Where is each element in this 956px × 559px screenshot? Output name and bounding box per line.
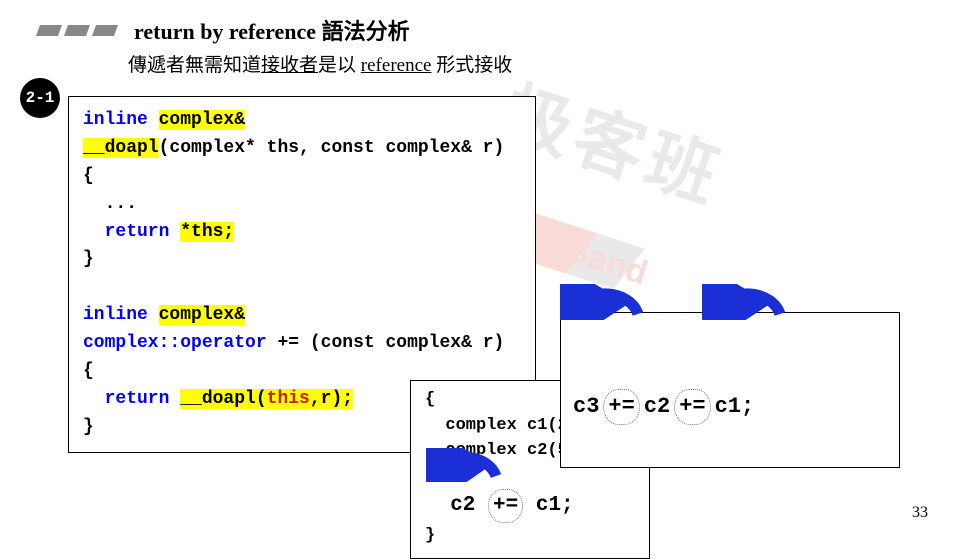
chain-c2: c2 [644,390,670,424]
code-kw: inline [83,110,159,130]
code-text: += [267,333,310,353]
code-text: ,r); [310,389,353,409]
code-kw: inline [83,305,159,325]
circled-op: += [603,389,639,425]
code-text: } [83,417,94,437]
subtitle-u2: reference [361,55,432,76]
slide-header: return by reference 語法分析 [0,0,956,46]
code-text: c2 [425,494,488,517]
title-en: return by reference [134,19,316,44]
code-hl-fn: __doapl [83,138,159,158]
slide-title: return by reference 語法分析 [134,14,410,46]
circled-op: += [674,389,710,425]
code-text: } [83,249,94,269]
subtitle-pre: 傳遞者無需知道 [128,55,261,76]
code-text: (const complex& r) [310,333,504,353]
code-text: ... [83,194,137,214]
code-text: { [425,390,435,409]
code-hl-fn: __doapl(this,r); [180,389,353,409]
code-block-chain: c3 += c2 += c1; [560,312,900,468]
code-text: { [83,166,94,186]
chain-c1: c1; [715,390,755,424]
subtitle-u1: 接收者 [261,55,318,76]
code-kw: complex:: [83,333,180,353]
code-hl-return-type: complex& [159,305,245,325]
code-text: (complex* ths, const complex& r) [159,138,505,158]
slide-subtitle: 傳遞者無需知道接收者是以 reference 形式接收 [0,46,956,77]
subtitle-mid: 是以 [318,55,361,76]
chain-c3: c3 [573,390,599,424]
code-text: c1; [523,494,573,517]
step-badge: 2-1 [20,78,60,118]
code-hl-return-type: complex& [159,110,245,130]
accent-bar [36,25,62,36]
header-accent-bars [38,25,116,36]
code-text: { [83,361,94,381]
code-this-kw: this [267,389,310,409]
code-kw: return [83,389,180,409]
code-text: } [425,526,435,545]
circled-op: += [488,489,523,523]
accent-bar [92,25,118,36]
code-hl-return-expr: *ths; [180,222,234,242]
title-zh: 語法分析 [316,19,410,44]
subtitle-post: 形式接收 [431,55,512,76]
page-number: 33 [912,504,928,522]
accent-bar [64,25,90,36]
code-text: __doapl( [180,389,266,409]
code-kw: return [83,222,180,242]
code-kw: operator [180,333,266,353]
